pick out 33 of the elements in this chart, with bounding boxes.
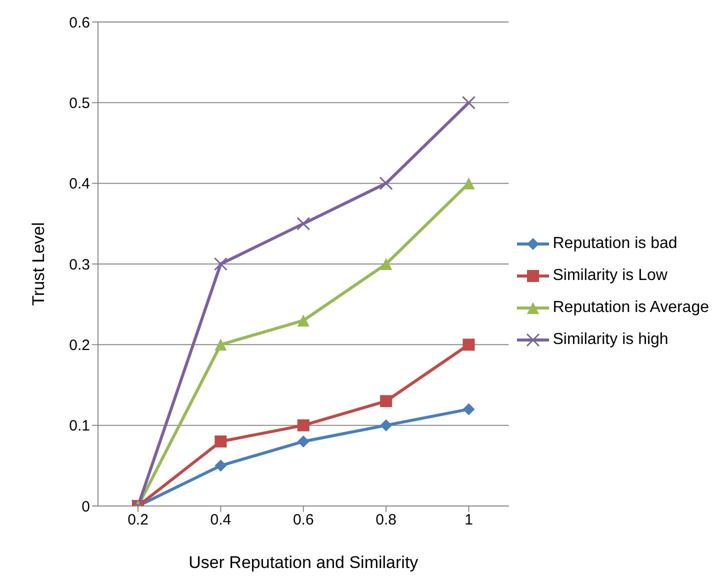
point	[214, 257, 228, 271]
legend-label: Similarity is high	[552, 331, 668, 349]
y-tick-label: 0	[82, 498, 90, 516]
point	[462, 96, 476, 110]
x-axis-title: User Reputation and Similarity	[188, 553, 419, 572]
x-tick-label: 1	[464, 512, 473, 529]
y-tick-label: 0.3	[69, 256, 90, 274]
legend-label: Similarity is Low	[552, 267, 668, 285]
point	[297, 435, 310, 448]
y-tick-label: 0.4	[69, 176, 90, 193]
point	[214, 435, 227, 448]
point	[297, 419, 310, 432]
y-tick-label: 0.1	[69, 418, 90, 435]
y-tick-label: 0.2	[69, 336, 90, 354]
y-tick-label: 0.5	[69, 94, 90, 112]
y-axis-title: Trust Level	[29, 222, 48, 306]
x-tick-label: 0.2	[128, 512, 148, 529]
x-tick-label: 0.8	[376, 512, 396, 529]
point	[214, 460, 227, 472]
point	[380, 395, 392, 408]
point	[297, 314, 310, 326]
y-tick-label: 0.6	[69, 14, 90, 32]
point	[462, 338, 475, 351]
point	[462, 403, 475, 416]
point	[380, 419, 392, 432]
point	[214, 338, 227, 351]
point	[379, 176, 393, 190]
legend-label: Reputation is bad	[552, 235, 678, 253]
x-tick-label: 0.6	[292, 512, 314, 529]
legend-label: Reputation is Average	[552, 299, 709, 317]
point	[380, 258, 392, 270]
point	[296, 216, 310, 230]
x-tick-label: 0.4	[210, 512, 232, 529]
